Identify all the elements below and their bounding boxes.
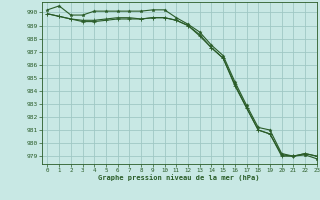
X-axis label: Graphe pression niveau de la mer (hPa): Graphe pression niveau de la mer (hPa) xyxy=(99,175,260,181)
